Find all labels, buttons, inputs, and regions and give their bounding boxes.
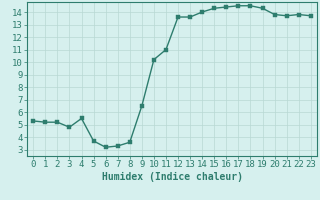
X-axis label: Humidex (Indice chaleur): Humidex (Indice chaleur) [101,172,243,182]
